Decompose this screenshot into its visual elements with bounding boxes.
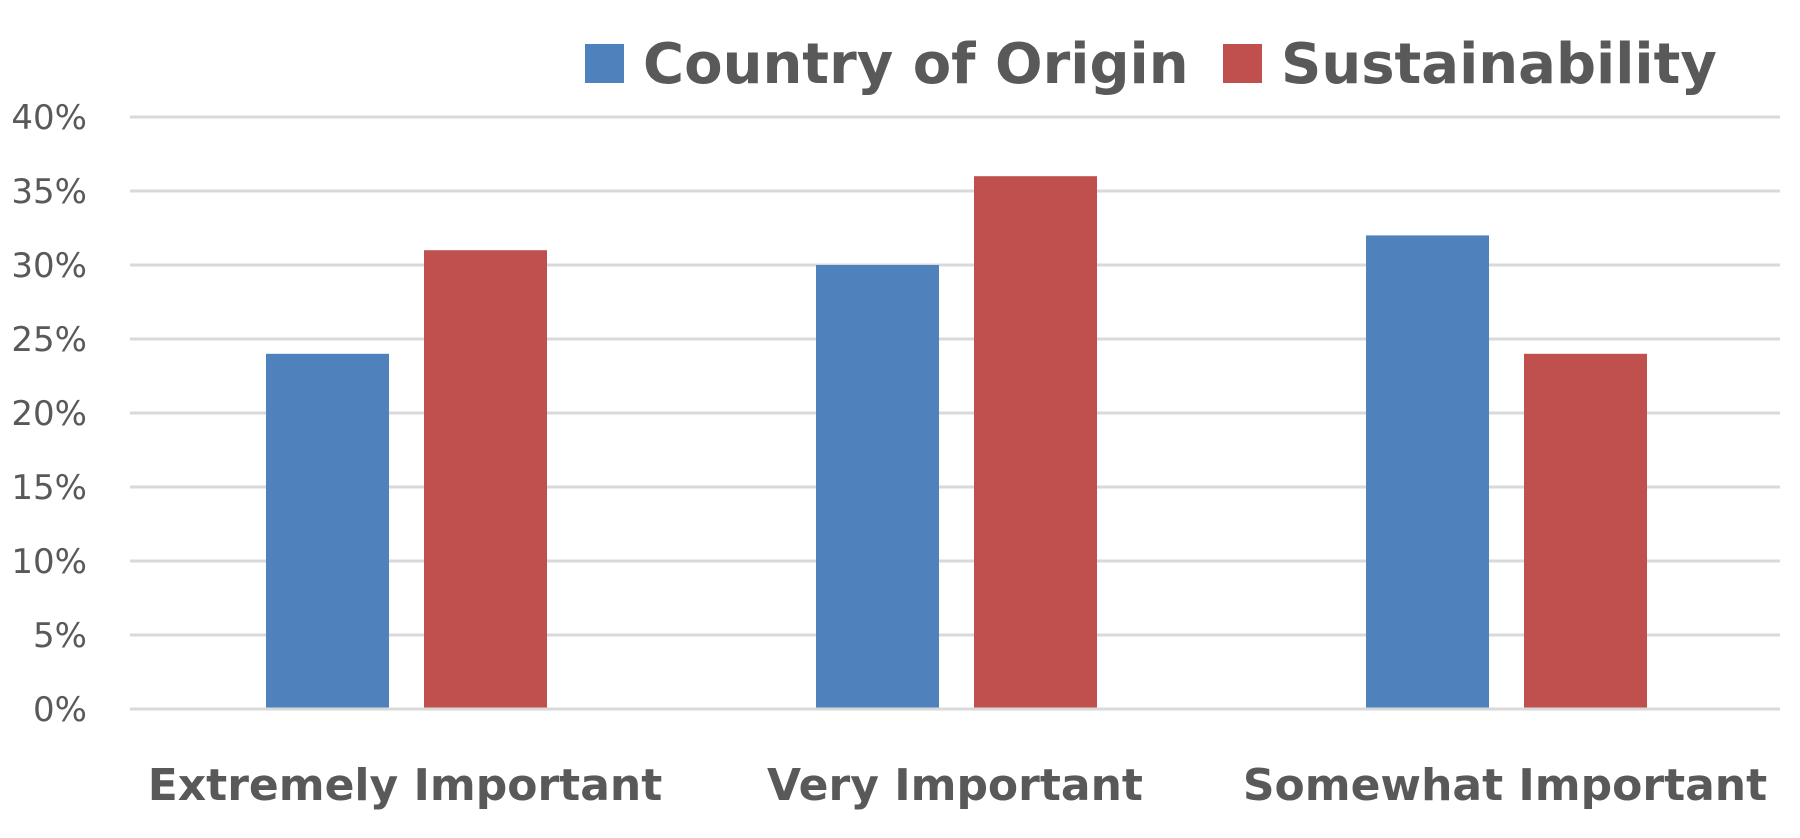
bar-country-of-origin <box>816 265 939 708</box>
x-tick-label: Somewhat Important <box>1243 760 1767 811</box>
y-tick-label: 35% <box>11 172 87 212</box>
y-tick-label: 10% <box>11 542 87 582</box>
bar-sustainability <box>1524 353 1647 708</box>
y-tick-label: 5% <box>33 616 87 656</box>
legend-label: Country of Origin <box>643 32 1189 97</box>
x-tick-label: Very Important <box>767 760 1143 811</box>
x-tick-label: Extremely Important <box>148 760 663 811</box>
legend-label: Sustainability <box>1281 32 1717 97</box>
bar-sustainability <box>424 250 547 708</box>
y-tick-label: 30% <box>11 246 87 286</box>
bar-country-of-origin <box>1366 235 1489 708</box>
y-tick-label: 40% <box>11 98 87 138</box>
y-tick-label: 15% <box>11 468 87 508</box>
legend-swatch <box>1223 44 1262 83</box>
y-tick-label: 0% <box>33 690 87 730</box>
bar-sustainability <box>974 176 1097 708</box>
y-tick-label: 25% <box>11 320 87 360</box>
bar-country-of-origin <box>266 353 389 708</box>
y-tick-label: 20% <box>11 394 87 434</box>
legend-swatch <box>585 44 624 83</box>
